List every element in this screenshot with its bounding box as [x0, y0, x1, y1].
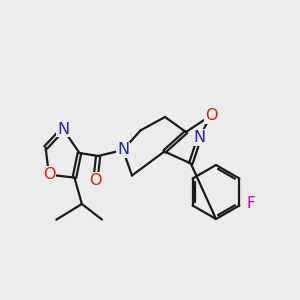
Text: N: N — [57, 122, 69, 136]
Text: N: N — [117, 142, 129, 158]
Text: F: F — [246, 196, 255, 211]
Text: O: O — [89, 173, 102, 188]
Text: O: O — [205, 108, 217, 123]
Text: O: O — [43, 167, 55, 182]
Text: N: N — [194, 130, 206, 145]
